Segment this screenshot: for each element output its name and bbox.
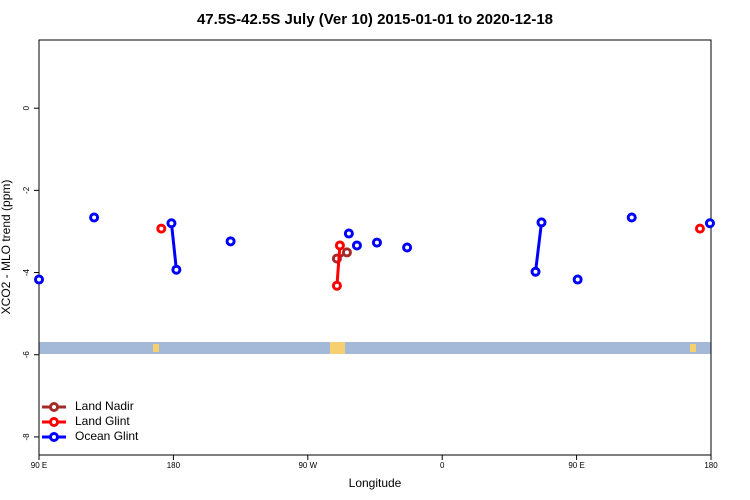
point bbox=[371, 237, 382, 248]
point bbox=[166, 218, 177, 229]
legend-marker bbox=[49, 432, 59, 442]
y-tick-label: -4 bbox=[22, 268, 31, 276]
point bbox=[351, 240, 362, 251]
point bbox=[156, 223, 167, 234]
x-tick-label: 0 bbox=[440, 461, 445, 470]
map-strip bbox=[39, 342, 711, 354]
point bbox=[334, 240, 345, 251]
point bbox=[704, 218, 715, 229]
point bbox=[331, 280, 342, 291]
series-line bbox=[171, 222, 709, 271]
x-tick-label: 90 W bbox=[298, 461, 317, 470]
legend-marker bbox=[49, 402, 59, 412]
point bbox=[171, 264, 182, 275]
legend-label: Land Glint bbox=[75, 414, 130, 428]
point bbox=[343, 228, 354, 239]
legend-label: Ocean Glint bbox=[75, 429, 139, 443]
y-tick-label: -8 bbox=[22, 433, 31, 441]
x-tick-label: 180 bbox=[167, 461, 181, 470]
y-tick-label: -6 bbox=[22, 351, 31, 359]
legend-marker bbox=[49, 417, 59, 427]
series-line bbox=[337, 229, 700, 286]
point bbox=[402, 242, 413, 253]
x-axis-label: Longitude bbox=[349, 476, 402, 490]
point bbox=[34, 274, 44, 285]
point bbox=[341, 247, 352, 258]
y-tick-label: -2 bbox=[22, 186, 31, 194]
point bbox=[536, 217, 547, 228]
x-tick-label: 90 E bbox=[31, 461, 47, 470]
legend-label: Land Nadir bbox=[75, 399, 134, 413]
x-tick-label: 180 bbox=[704, 461, 718, 470]
chart-title: 47.5S-42.5S July (Ver 10) 2015-01-01 to … bbox=[197, 11, 553, 28]
x-tick-label: 90 E bbox=[568, 461, 584, 470]
plot-frame bbox=[38, 39, 712, 456]
point bbox=[530, 266, 541, 277]
y-tick-label: 0 bbox=[22, 105, 31, 110]
y-axis-label: XCO2 - MLO trend (ppm) bbox=[0, 180, 13, 315]
point bbox=[331, 253, 342, 264]
point bbox=[572, 274, 583, 285]
point bbox=[225, 236, 236, 247]
point bbox=[694, 223, 705, 234]
point bbox=[626, 212, 637, 223]
point bbox=[89, 212, 100, 223]
